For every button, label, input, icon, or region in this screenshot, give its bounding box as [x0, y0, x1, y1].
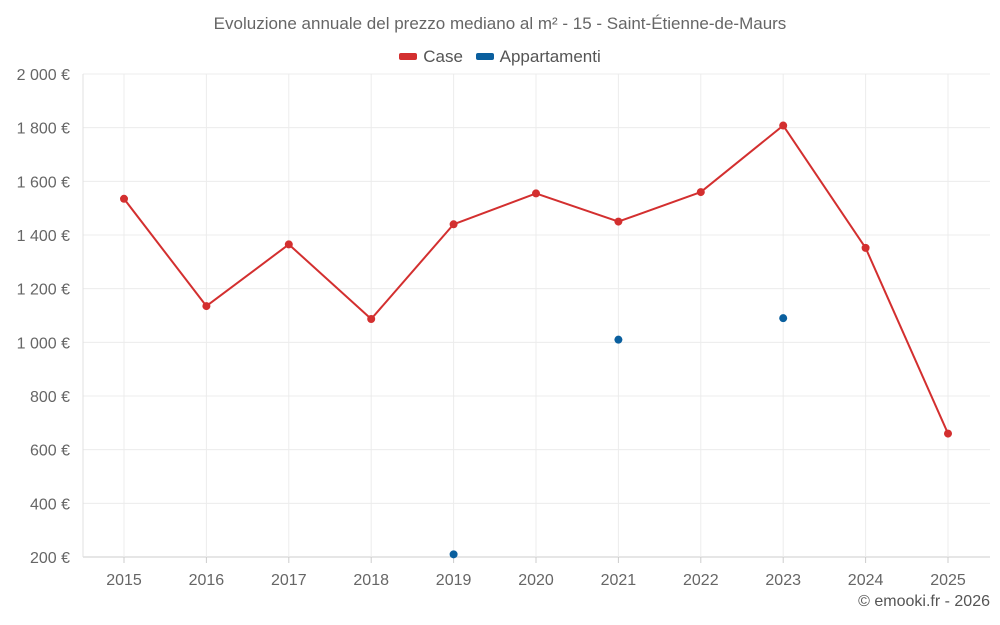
series-line-case — [205, 243, 290, 307]
data-point-case[interactable] — [779, 121, 788, 130]
x-tick-label: 2017 — [271, 572, 307, 589]
legend-item-case[interactable]: Case — [399, 47, 463, 67]
y-tick-label: 2 000 € — [17, 67, 70, 84]
x-tick-label: 2025 — [930, 572, 966, 589]
y-tick-label: 800 € — [30, 389, 70, 406]
y-tick-label: 1 600 € — [17, 174, 70, 191]
data-point-case[interactable] — [614, 217, 623, 226]
x-tick-label: 2015 — [106, 572, 142, 589]
x-tick-label: 2021 — [601, 572, 637, 589]
legend-item-appartamenti[interactable]: Appartamenti — [475, 46, 601, 67]
data-point-case[interactable] — [202, 302, 211, 311]
series-line-case — [288, 243, 372, 320]
legend: Case Appartamenti — [0, 45, 1000, 67]
data-point-case[interactable] — [367, 314, 376, 323]
x-tick-label: 2024 — [848, 572, 884, 589]
series-line-case — [123, 198, 208, 307]
copyright-footer: © emooki.fr - 2026 — [858, 593, 990, 610]
series-line-case — [700, 124, 784, 193]
legend-label-appartamenti: Appartamenti — [499, 46, 601, 66]
series-line-case — [535, 192, 619, 223]
legend-swatch-appartamenti — [475, 53, 494, 60]
chart-title: Evoluzione annuale del prezzo mediano al… — [213, 14, 787, 33]
data-point-case[interactable] — [861, 243, 870, 252]
series-line-case — [370, 223, 455, 320]
series-layer — [120, 121, 952, 559]
series-line-case — [782, 124, 867, 249]
y-tick-label: 1 000 € — [17, 335, 70, 352]
data-point-appartamenti[interactable] — [449, 550, 458, 559]
x-tick-label: 2018 — [353, 572, 389, 589]
y-tick-label: 600 € — [30, 443, 70, 460]
y-axis: 200 € 400 € 600 € 800 € 1 000 € 1 200 € 1 400 … — [17, 67, 70, 567]
x-tick-label: 2016 — [189, 572, 225, 589]
y-tick-label: 200 € — [30, 550, 70, 567]
y-tick-label: 1 200 € — [17, 282, 70, 299]
y-tick-label: 400 € — [30, 496, 70, 513]
x-tick-label: 2019 — [436, 572, 472, 589]
data-point-case[interactable] — [120, 194, 128, 203]
y-tick-label: 1 800 € — [17, 121, 70, 138]
data-point-case[interactable] — [449, 220, 458, 229]
x-axis: 2015 2016 2017 2018 2019 2020 2021 2022 2023 2024… — [106, 557, 966, 589]
x-tick-label: 2020 — [518, 572, 554, 589]
y-tick-label: 1 400 € — [17, 228, 70, 245]
series-line-case — [618, 191, 702, 223]
x-tick-label: 2023 — [765, 572, 801, 589]
series-line-case — [453, 192, 537, 226]
grid — [82, 73, 990, 558]
data-point-appartamenti[interactable] — [779, 314, 788, 323]
data-point-case[interactable] — [284, 240, 293, 249]
data-point-case[interactable] — [532, 189, 540, 198]
data-point-case[interactable] — [696, 188, 705, 197]
x-tick-label: 2022 — [683, 572, 719, 589]
data-point-appartamenti[interactable] — [614, 335, 623, 344]
data-point-case[interactable] — [944, 429, 952, 438]
series-line-case — [864, 247, 949, 434]
legend-swatch-case — [399, 53, 418, 60]
legend-label-case: Case — [423, 46, 463, 66]
